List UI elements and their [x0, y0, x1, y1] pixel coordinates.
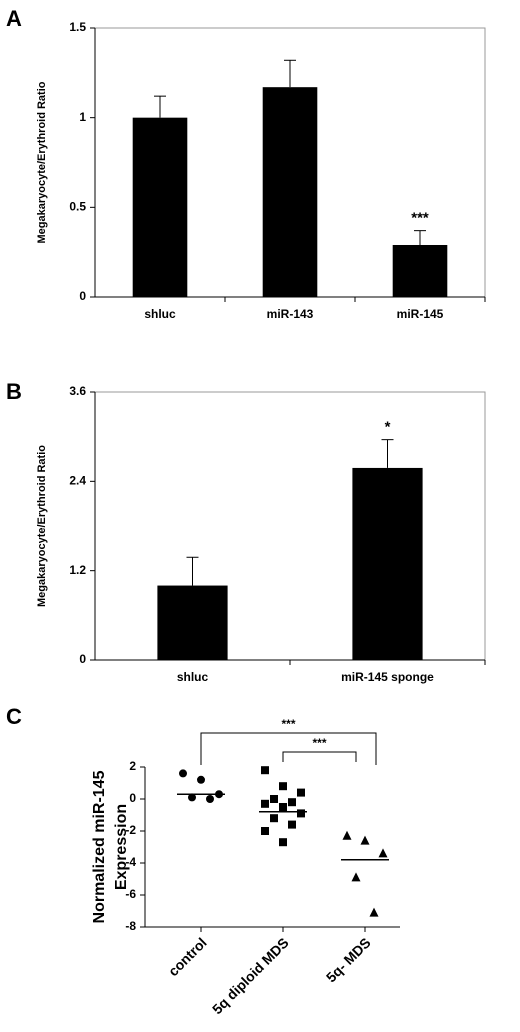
x-tick-label: miR-143 [267, 307, 314, 321]
point [206, 795, 214, 803]
y-tick-label: -2 [125, 823, 136, 837]
point [270, 795, 278, 803]
bar [392, 244, 448, 297]
y-tick-label: -4 [125, 855, 136, 869]
bar [352, 467, 423, 660]
x-tick-label: shluc [177, 670, 209, 684]
y-tick-label: 1 [79, 110, 86, 124]
y-axis-label: Normalized miR-145 [91, 770, 108, 923]
point [288, 798, 296, 807]
y-tick-label: 1.5 [69, 20, 86, 34]
x-tick-label: 5q diploid MDS [209, 934, 292, 1017]
point [279, 782, 287, 791]
panel-letter: C [6, 704, 22, 729]
y-axis-label: Megakaryocyte/Erythroid Ratio [36, 81, 48, 243]
y-tick-label: 0.5 [69, 200, 86, 214]
point [297, 809, 305, 818]
point [378, 848, 388, 858]
x-tick-label: miR-145 sponge [341, 670, 434, 684]
y-tick-label: 0 [129, 791, 136, 805]
point [279, 803, 287, 811]
point [351, 872, 361, 882]
x-tick-label: control [165, 934, 210, 979]
y-axis-label: Megakaryocyte/Erythroid Ratio [36, 445, 48, 607]
plot-frame [94, 391, 486, 661]
point [197, 775, 205, 784]
point [179, 769, 187, 778]
bar [132, 117, 188, 298]
x-tick-label: miR-145 [397, 307, 444, 321]
bracket [282, 751, 357, 762]
point [188, 793, 196, 802]
y-tick-label: -8 [125, 919, 136, 933]
significance: *** [411, 210, 429, 227]
significance: * [385, 419, 391, 436]
panel-letter: B [6, 379, 22, 404]
x-tick-label: shluc [144, 307, 176, 321]
point [342, 830, 352, 840]
y-tick-label: -6 [125, 887, 136, 901]
significance: *** [281, 717, 295, 731]
bracket [200, 732, 377, 765]
point [270, 814, 278, 823]
y-tick-label: 2.4 [69, 474, 86, 488]
x-tick-label: 5q- MDS [323, 934, 374, 985]
point [288, 820, 296, 829]
y-tick-label: 2 [129, 759, 136, 773]
y-axis-label: Expression [113, 804, 130, 890]
point [369, 907, 379, 917]
bar [157, 585, 228, 660]
bar [262, 87, 318, 298]
y-tick-label: 0 [79, 289, 86, 303]
point [360, 835, 370, 845]
point [261, 799, 269, 808]
point [261, 827, 269, 835]
y-tick-label: 0 [79, 652, 86, 666]
point [297, 788, 305, 797]
y-tick-label: 3.6 [69, 384, 86, 398]
point [261, 766, 269, 775]
panel-letter: A [6, 6, 22, 31]
point [279, 838, 287, 847]
significance: *** [312, 736, 326, 750]
y-tick-label: 1.2 [69, 563, 86, 577]
